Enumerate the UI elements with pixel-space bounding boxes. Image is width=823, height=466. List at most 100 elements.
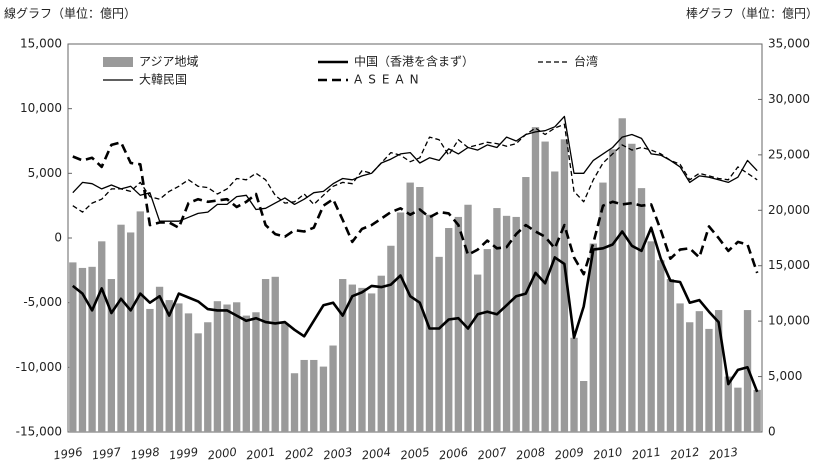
bar bbox=[117, 224, 125, 432]
bar bbox=[396, 212, 405, 432]
y2-tick-label: 35,000 bbox=[768, 37, 810, 51]
x-tick-label: 2004 bbox=[361, 445, 392, 463]
bar bbox=[705, 328, 713, 432]
bar bbox=[233, 302, 241, 432]
bar bbox=[734, 387, 742, 432]
x-tick-label: 2001 bbox=[245, 445, 276, 463]
y-tick-label: 15,000 bbox=[20, 37, 62, 51]
bar bbox=[126, 232, 135, 432]
bar bbox=[473, 274, 482, 432]
bar bbox=[753, 389, 761, 432]
x-tick-label: 1998 bbox=[130, 445, 161, 463]
bar bbox=[310, 359, 318, 432]
x-tick-label: 2012 bbox=[669, 445, 700, 463]
bar bbox=[599, 182, 607, 432]
bar bbox=[714, 310, 723, 432]
line-series bbox=[72, 141, 759, 276]
bar bbox=[637, 188, 646, 432]
x-tick-label: 2010 bbox=[592, 445, 623, 463]
bar bbox=[242, 315, 250, 432]
bar bbox=[329, 345, 337, 432]
bar bbox=[271, 276, 279, 432]
bar bbox=[98, 241, 106, 432]
y-tick-label: 0 bbox=[54, 231, 62, 245]
bar bbox=[155, 286, 164, 432]
x-tick-label: 2013 bbox=[708, 445, 739, 463]
bar bbox=[551, 171, 559, 432]
bar bbox=[464, 204, 472, 432]
bar bbox=[618, 118, 626, 432]
bar bbox=[608, 149, 617, 433]
bar bbox=[261, 279, 270, 432]
bar bbox=[184, 313, 193, 432]
y2-tick-label: 25,000 bbox=[768, 147, 810, 161]
bar bbox=[647, 241, 655, 432]
bar bbox=[107, 279, 116, 432]
bar bbox=[724, 376, 732, 432]
x-tick-label: 2006 bbox=[438, 445, 469, 463]
line-series bbox=[71, 226, 759, 393]
bar bbox=[300, 359, 308, 432]
bar bbox=[175, 303, 183, 432]
bar bbox=[676, 303, 684, 432]
legend-label: 中国（香港を含まず） bbox=[354, 54, 474, 69]
bar bbox=[589, 243, 597, 432]
bar bbox=[666, 279, 675, 432]
y2-tick-label: 5,000 bbox=[768, 369, 802, 383]
bar bbox=[78, 267, 87, 432]
x-tick-label: 2002 bbox=[284, 445, 315, 463]
bar bbox=[319, 366, 328, 432]
legend-label: ASEAN bbox=[354, 73, 425, 87]
bar bbox=[695, 311, 704, 432]
bar bbox=[454, 216, 463, 432]
bar bbox=[223, 304, 231, 432]
bar bbox=[348, 284, 357, 432]
bar bbox=[541, 141, 549, 432]
bar bbox=[580, 381, 588, 432]
x-tick-label: 1996 bbox=[52, 445, 83, 463]
bar bbox=[165, 300, 173, 432]
x-tick-label: 2008 bbox=[515, 445, 546, 463]
bar bbox=[204, 322, 212, 432]
bar bbox=[628, 143, 636, 432]
bar bbox=[425, 214, 434, 432]
bar bbox=[657, 260, 665, 432]
bar bbox=[88, 266, 96, 432]
y2-tick-label: 30,000 bbox=[768, 92, 810, 106]
legend-label: 台湾 bbox=[574, 54, 598, 69]
bar bbox=[445, 228, 453, 432]
bar bbox=[339, 279, 347, 432]
y2-tick-label: 15,000 bbox=[768, 258, 810, 272]
bar bbox=[493, 208, 501, 432]
bar bbox=[686, 322, 694, 432]
bar bbox=[743, 310, 752, 432]
legend-label: アジア地域 bbox=[139, 55, 199, 69]
bar bbox=[435, 256, 443, 432]
y-tick-label: -5,000 bbox=[23, 295, 62, 309]
line-series bbox=[72, 123, 758, 213]
bar bbox=[252, 312, 260, 432]
bar bbox=[358, 287, 366, 432]
y2-tick-label: 0 bbox=[768, 425, 776, 439]
bar bbox=[483, 249, 491, 432]
bar bbox=[213, 301, 222, 432]
y-tick-label: -10,000 bbox=[16, 360, 62, 374]
bar bbox=[570, 337, 578, 432]
bar bbox=[69, 262, 77, 432]
y2-tick-label: 20,000 bbox=[768, 203, 810, 217]
bar bbox=[416, 187, 424, 432]
bar bbox=[146, 308, 154, 432]
bar bbox=[290, 373, 299, 432]
bar bbox=[512, 216, 520, 432]
bar bbox=[136, 211, 144, 432]
y-tick-label: 10,000 bbox=[20, 101, 62, 115]
line-series bbox=[72, 115, 758, 222]
bar bbox=[387, 245, 395, 432]
bar bbox=[377, 275, 385, 432]
x-tick-label: 2009 bbox=[554, 445, 585, 463]
bar bbox=[531, 127, 540, 433]
bar bbox=[522, 177, 530, 432]
x-tick-label: 1999 bbox=[168, 445, 199, 463]
bar bbox=[367, 293, 376, 432]
